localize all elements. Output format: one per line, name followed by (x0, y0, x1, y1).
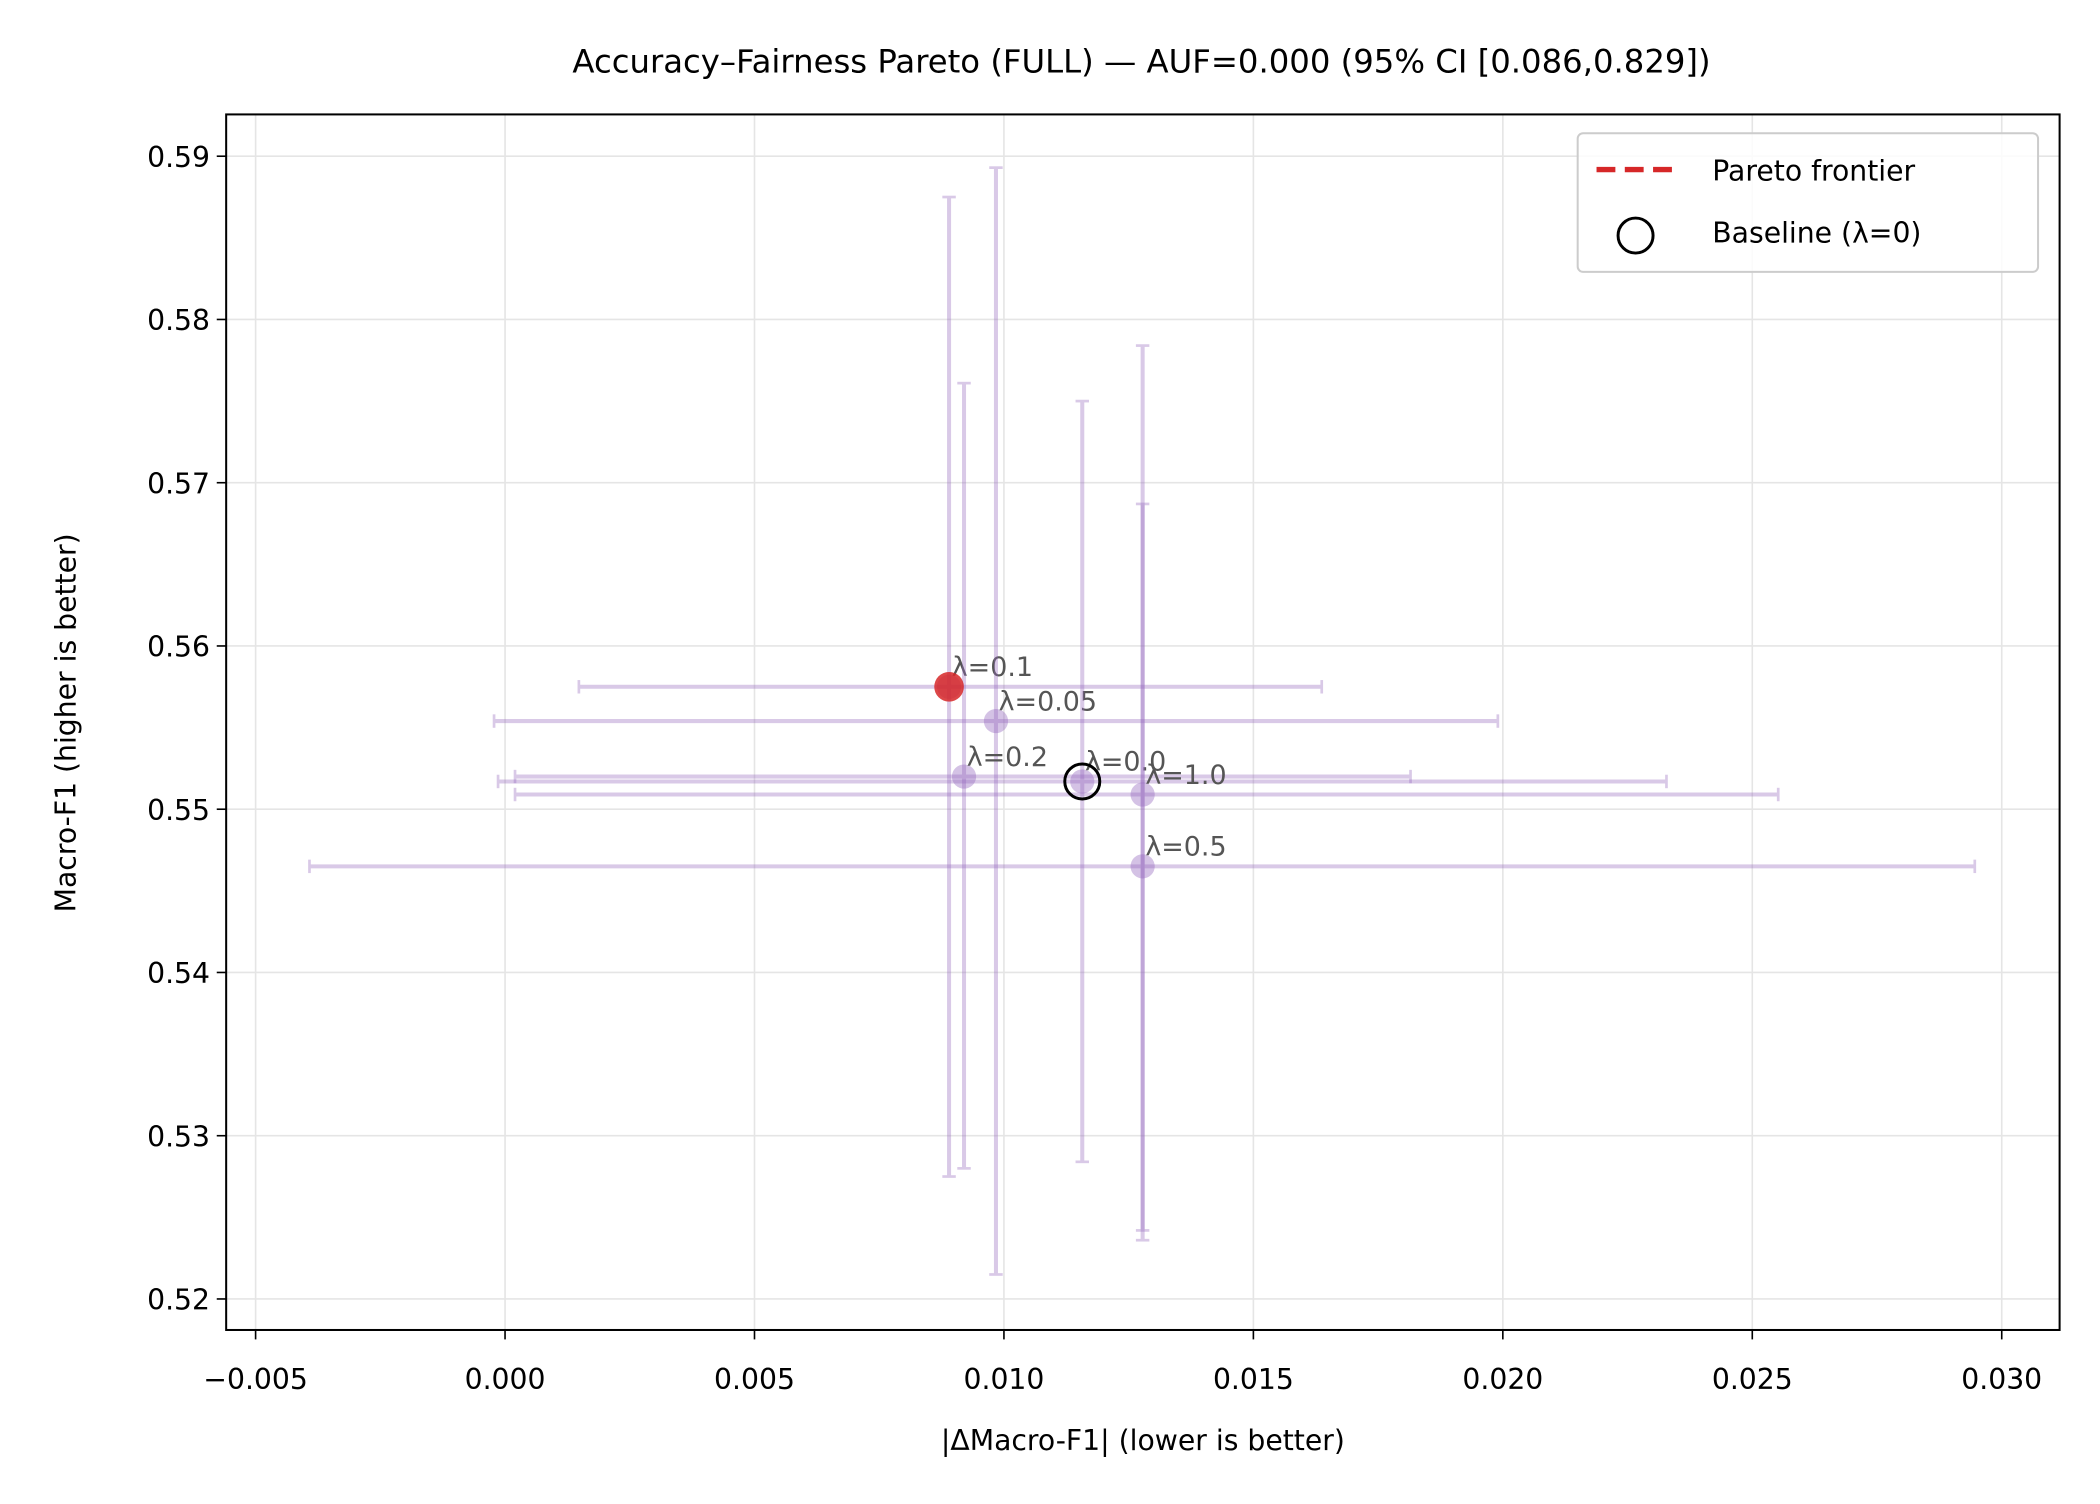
y-tick-label: 0.58 (147, 304, 210, 337)
y-tick-label: 0.57 (147, 467, 210, 500)
y-tick-label: 0.53 (147, 1120, 210, 1153)
error-bar (513, 381, 1412, 1170)
chart-title: Accuracy–Fairness Pareto (FULL) — AUF=0.… (572, 43, 1710, 81)
x-tick-label: −0.005 (203, 1363, 308, 1396)
x-tick-label: 0.010 (964, 1363, 1045, 1396)
point-label: λ=1.0 (1145, 760, 1226, 791)
point (983, 708, 1009, 734)
error-bar (492, 166, 1500, 1276)
baseline-point (1063, 762, 1102, 801)
x-tick-label: 0.025 (1712, 1363, 1793, 1396)
point (951, 764, 977, 789)
legend-swatch (1616, 216, 1655, 255)
point (1130, 854, 1155, 879)
point (1130, 782, 1155, 807)
y-tick-label: 0.52 (147, 1284, 210, 1317)
y-tick-label: 0.54 (147, 957, 210, 990)
error-bar (308, 502, 1977, 1242)
x-tick-label: 0.005 (714, 1363, 795, 1396)
pareto-point (934, 671, 964, 702)
legend-label: Pareto frontier (1712, 154, 1915, 187)
error-bar (496, 399, 1668, 1164)
point-label: λ=0.05 (999, 686, 1097, 717)
error-bar (513, 344, 1780, 1232)
legend-box (1576, 132, 2040, 273)
x-tick-label: 0.000 (465, 1363, 546, 1396)
y-tick-label: 0.59 (147, 141, 210, 174)
point-label: λ=0.5 (1145, 832, 1226, 863)
x-tick-label: 0.020 (1462, 1363, 1543, 1396)
x-tick-label: 0.030 (1961, 1363, 2042, 1396)
point-label: λ=0.1 (952, 652, 1033, 683)
plot-frame (225, 113, 2061, 1331)
legend-label: Baseline (λ=0) (1712, 216, 1921, 249)
x-tick-label: 0.015 (1213, 1363, 1294, 1396)
y-tick-label: 0.55 (147, 794, 210, 827)
y-axis-label: Macro-F1 (higher is better) (49, 533, 82, 912)
point-label: λ=0.2 (967, 742, 1048, 773)
y-tick-label: 0.56 (147, 631, 210, 664)
point (1070, 769, 1095, 794)
x-axis-label: |ΔMacro-F1| (lower is better) (941, 1424, 1345, 1457)
